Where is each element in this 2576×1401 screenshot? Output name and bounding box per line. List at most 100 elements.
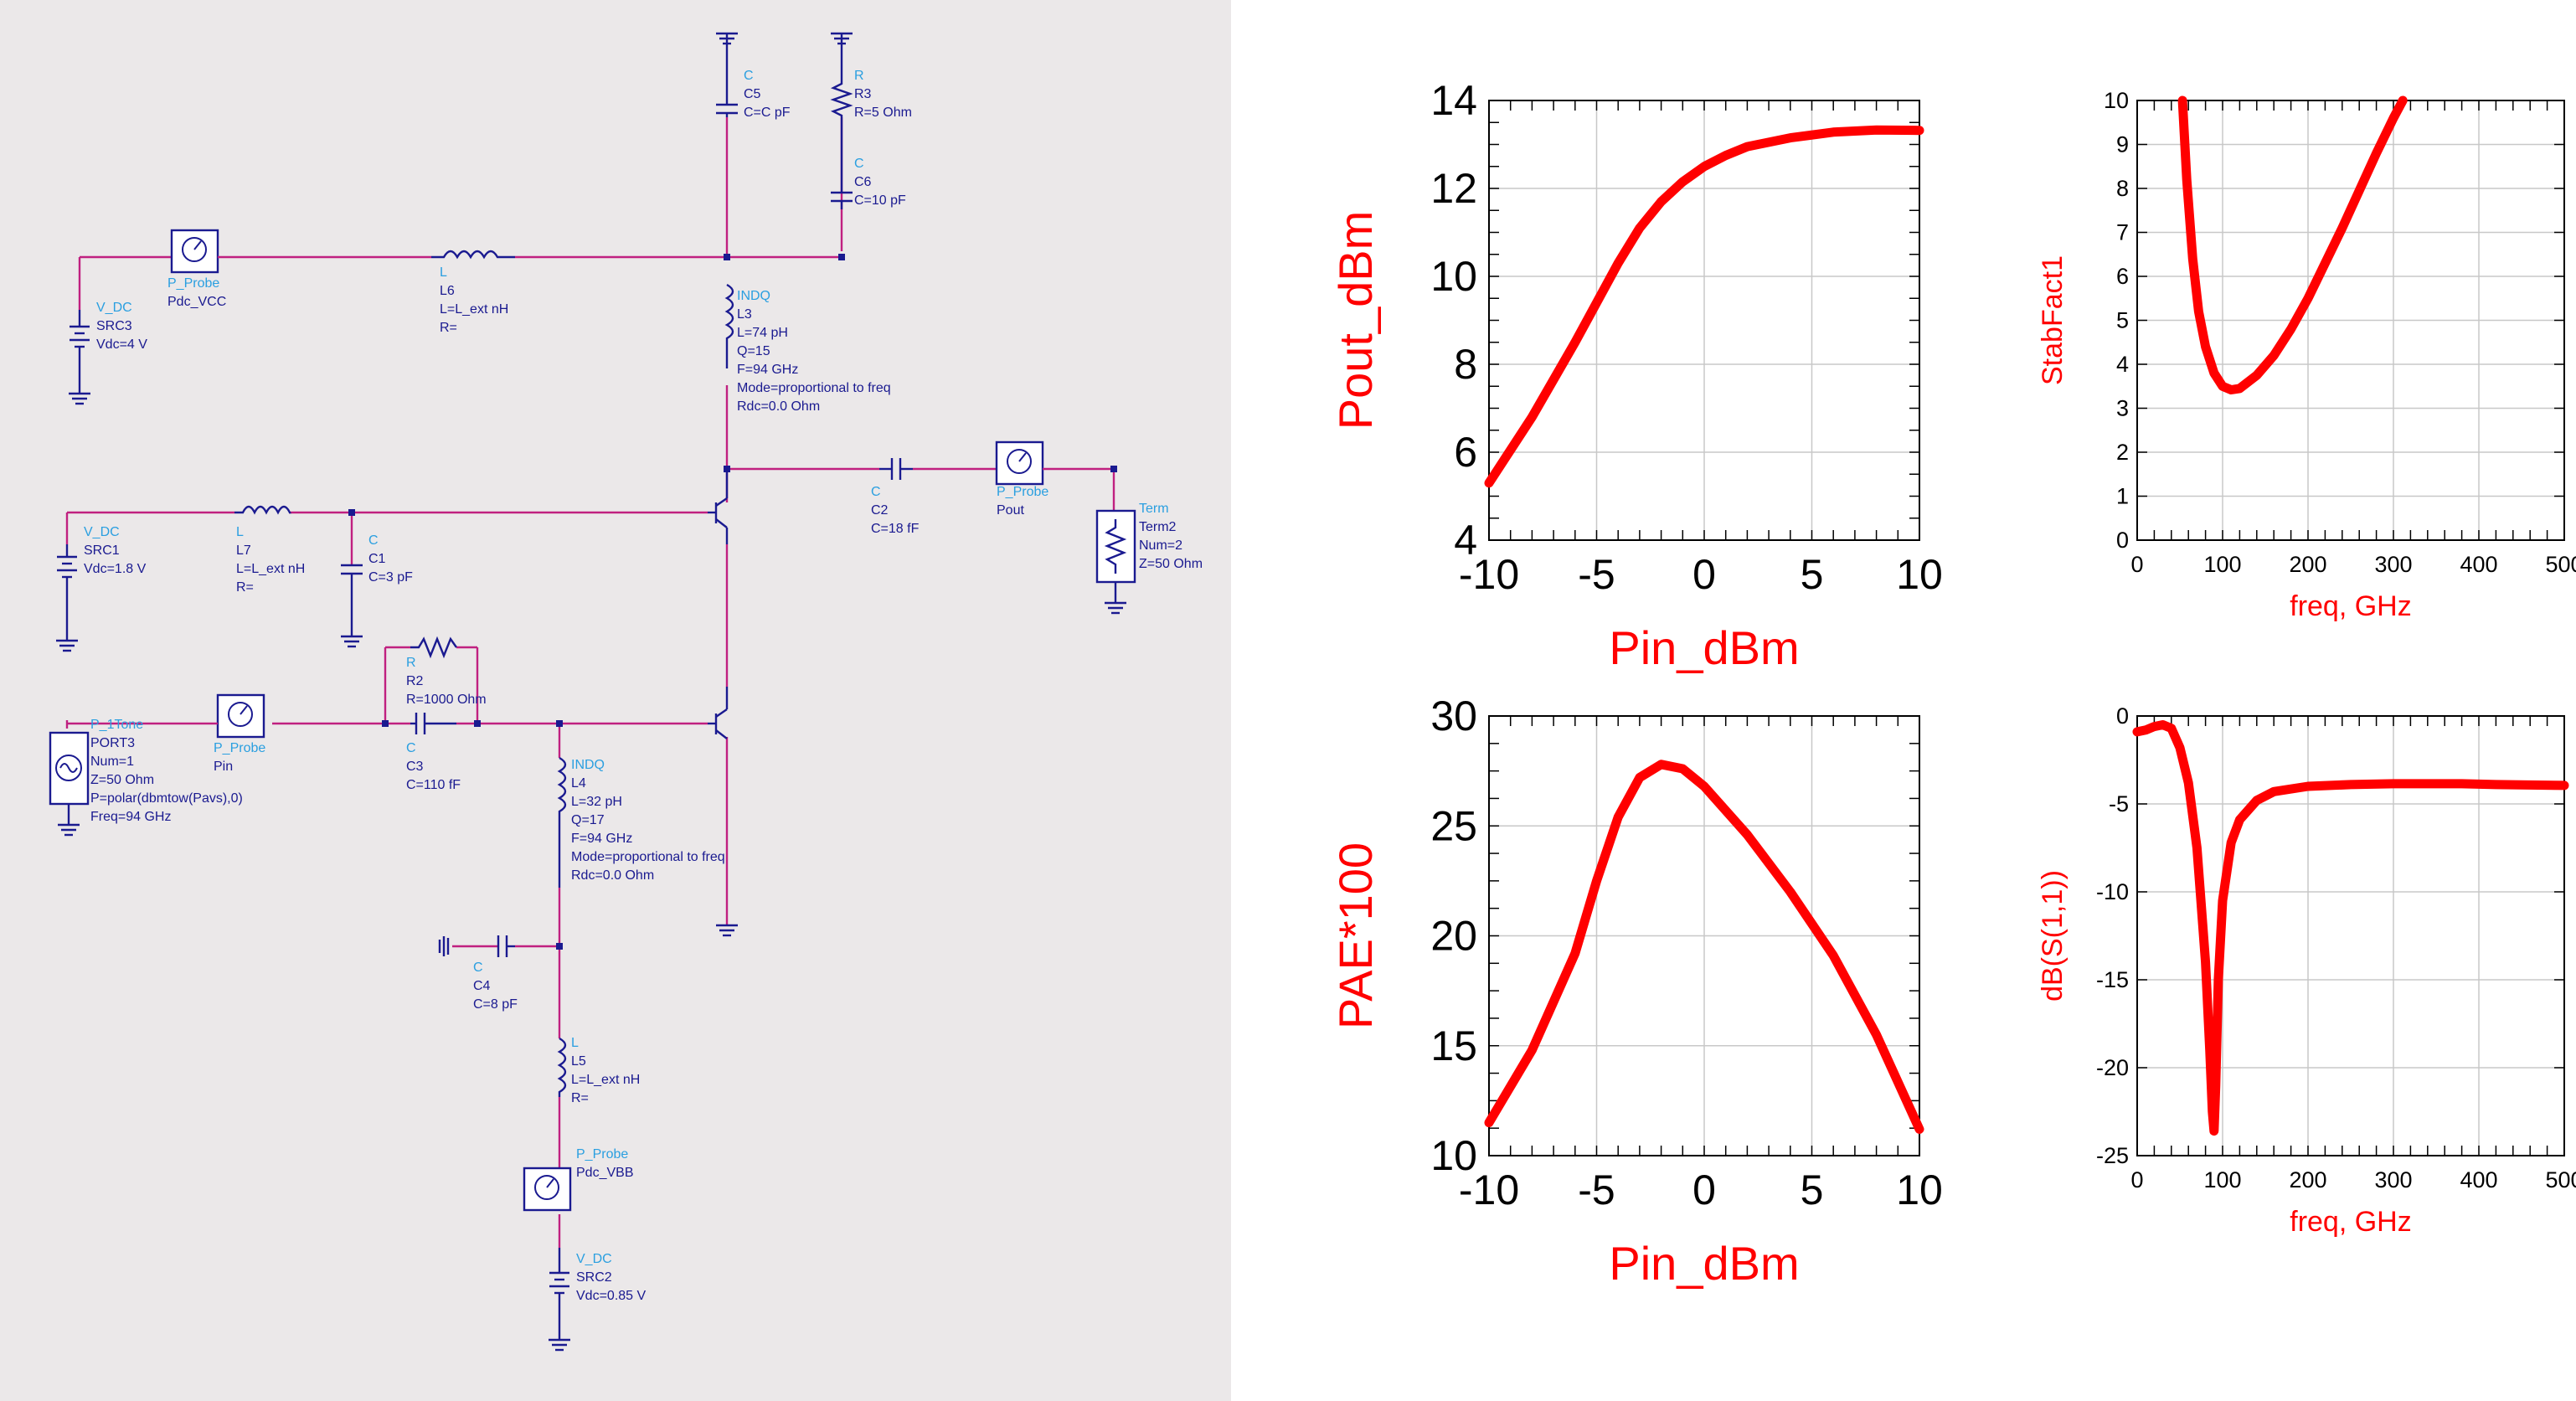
chart-s11-xlabel: freq, GHz <box>2290 1206 2411 1238</box>
component-c4[interactable]: C C4 C=8 pF <box>473 961 518 1012</box>
x-tick-label: 10 <box>1896 1167 1943 1213</box>
y-tick-label: 10 <box>1430 253 1477 300</box>
component-r3-line: R=5 Ohm <box>854 106 912 120</box>
component-l3-line: Q=15 <box>737 344 770 358</box>
component-l3-line: L=74 pH <box>737 326 788 340</box>
component-c1-line: C1 <box>368 552 386 566</box>
component-term2-line: Z=50 Ohm <box>1139 557 1203 571</box>
component-labels: C C5 C=C pF R R3 R=5 Ohm C C6 C=10 pF P_Probe Pdc_… <box>84 69 1203 1303</box>
x-tick-label: 500 <box>2545 552 2576 577</box>
component-r3[interactable]: R R3 R=5 Ohm <box>854 69 912 120</box>
x-tick-label: -10 <box>1459 1167 1519 1213</box>
component-port3-line: P_1Tone <box>90 718 143 732</box>
component-r3-line: R3 <box>854 87 872 101</box>
y-tick-label: 8 <box>2116 176 2129 201</box>
component-r2[interactable]: R R2 R=1000 Ohm <box>406 656 487 707</box>
chart-pout-frame <box>1488 100 1920 541</box>
component-port3-line: P=polar(dbmtow(Pavs),0) <box>90 791 243 806</box>
chart-s11-ylabel: dB(S(1,1)) <box>2037 870 2069 1002</box>
y-tick-label: 14 <box>1430 77 1477 124</box>
component-src2-line: Vdc=0.85 V <box>576 1289 647 1303</box>
component-c6[interactable]: C C6 C=10 pF <box>854 157 906 208</box>
component-l7-line: R= <box>236 580 254 595</box>
chart-pae: -10 -5 0 5 10 10 15 20 25 30 Pin_dBm PAE*100 <box>1329 693 1943 1290</box>
plots-panel: -10 -5 0 5 10 4 6 8 10 12 14 Pin_dBm Pout_dBm 0 100 200… <box>1231 0 2576 1401</box>
y-tick-label: -10 <box>2096 879 2129 904</box>
component-c2-line: C2 <box>871 503 889 518</box>
component-pdc_vcc[interactable]: P_Probe Pdc_VCC <box>167 276 226 309</box>
component-c2-line: C <box>871 485 881 499</box>
component-l5-line: L=L_ext nH <box>571 1073 640 1087</box>
component-pout-line: Pout <box>997 503 1024 518</box>
component-port3[interactable]: P_1Tone PORT3 Num=1 Z=50 Ohm P=polar(dbmtow(… <box>90 718 243 824</box>
component-pin[interactable]: P_Probe Pin <box>214 741 265 774</box>
y-tick-label: -20 <box>2096 1055 2129 1080</box>
component-l7-line: L7 <box>236 543 251 558</box>
component-l3-line: F=94 GHz <box>737 363 798 377</box>
y-tick-label: 0 <box>2116 528 2129 553</box>
component-port3-line: Freq=94 GHz <box>90 810 171 824</box>
component-l4-line: L4 <box>571 776 586 791</box>
y-tick-label: 2 <box>2116 440 2129 465</box>
chart-stab: 0 100 200 300 400 500 0 1 2 3 4 5 6 7 8 9 10 freq, GHz Sta… <box>2037 88 2576 622</box>
component-pout[interactable]: P_Probe Pout <box>997 485 1048 518</box>
component-l7-line: L <box>236 525 244 539</box>
component-symbols <box>49 32 1136 1352</box>
y-tick-label: 7 <box>2116 220 2129 245</box>
x-tick-label: 10 <box>1896 551 1943 598</box>
x-tick-label: 0 <box>2130 1167 2143 1192</box>
x-tick-label: 0 <box>1692 551 1716 598</box>
component-c1[interactable]: C C1 C=3 pF <box>368 533 413 585</box>
component-src3[interactable]: V_DC SRC3 Vdc=4 V <box>96 301 147 352</box>
component-c5-line: C5 <box>744 87 761 101</box>
component-c6-line: C=10 pF <box>854 193 906 208</box>
y-tick-label: -5 <box>2109 791 2129 816</box>
component-l4-line: L=32 pH <box>571 795 622 809</box>
y-tick-label: 20 <box>1430 913 1477 960</box>
component-c5-line: C <box>744 69 754 83</box>
chart-pout-ylabel: Pout_dBm <box>1329 211 1382 430</box>
component-pin-line: Pin <box>214 760 233 774</box>
component-c5[interactable]: C C5 C=C pF <box>744 69 791 120</box>
y-tick-label: 6 <box>1454 429 1477 476</box>
component-pdc_vcc-line: P_Probe <box>167 276 219 291</box>
component-pin-line: P_Probe <box>214 741 265 755</box>
component-src1[interactable]: V_DC SRC1 Vdc=1.8 V <box>84 525 147 576</box>
component-l6-line: L=L_ext nH <box>440 302 508 317</box>
component-l6-line: L6 <box>440 284 455 298</box>
schematic-panel: C C5 C=C pF R R3 R=5 Ohm C C6 C=10 pF P_Probe Pdc_… <box>0 0 1231 1401</box>
y-tick-label: -25 <box>2096 1143 2129 1168</box>
component-term2[interactable]: Term Term2 Num=2 Z=50 Ohm <box>1139 502 1203 571</box>
x-tick-label: 400 <box>2460 552 2497 577</box>
component-l7[interactable]: L L7 L=L_ext nH R= <box>236 525 305 595</box>
component-l4[interactable]: INDQ L4 L=32 pH Q=17 F=94 GHz Mode=proportion… <box>571 758 725 883</box>
component-l3-line: Mode=proportional to freq <box>737 381 891 395</box>
component-l3-line: INDQ <box>737 289 770 303</box>
chart-s11-frame <box>2136 715 2565 1156</box>
component-src2[interactable]: V_DC SRC2 Vdc=0.85 V <box>576 1252 647 1303</box>
component-l3[interactable]: INDQ L3 L=74 pH Q=15 F=94 GHz Mode=proportion… <box>737 289 891 414</box>
y-tick-label: 4 <box>2116 352 2129 377</box>
y-tick-label: 4 <box>1454 517 1477 564</box>
y-tick-label: 1 <box>2116 484 2129 509</box>
component-l5[interactable]: L L5 L=L_ext nH R= <box>571 1036 640 1105</box>
component-pdc_vbb[interactable]: P_Probe Pdc_VBB <box>576 1147 633 1180</box>
component-l3-line: Rdc=0.0 Ohm <box>737 399 820 414</box>
component-src2-line: SRC2 <box>576 1270 612 1285</box>
component-c2[interactable]: C C2 C=18 fF <box>871 485 920 536</box>
component-l7-line: L=L_ext nH <box>236 562 305 576</box>
chart-s11-series-line <box>2132 720 2569 1136</box>
chart-stab-xlabel: freq, GHz <box>2290 590 2411 622</box>
component-l6-line: R= <box>440 321 457 335</box>
y-tick-label: -15 <box>2096 967 2129 992</box>
component-c4-line: C=8 pF <box>473 997 518 1012</box>
component-l6[interactable]: L L6 L=L_ext nH R= <box>440 265 508 335</box>
component-src1-line: SRC1 <box>84 543 120 558</box>
chart-stab-grid <box>2137 100 2564 540</box>
component-pdc_vbb-line: Pdc_VBB <box>576 1166 633 1180</box>
wires <box>65 117 1115 1248</box>
component-c3[interactable]: C C3 C=110 fF <box>406 741 461 792</box>
y-tick-label: 6 <box>2116 264 2129 289</box>
component-port3-line: Num=1 <box>90 755 134 769</box>
y-tick-label: 15 <box>1430 1022 1477 1069</box>
